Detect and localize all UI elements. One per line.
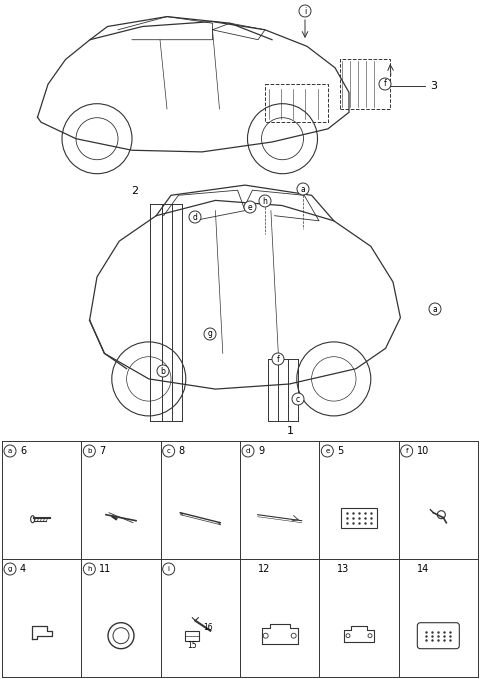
Text: 13: 13 xyxy=(337,564,349,574)
Text: e: e xyxy=(248,202,252,211)
Bar xyxy=(185,631,199,641)
Circle shape xyxy=(321,445,333,457)
Circle shape xyxy=(272,353,284,365)
Text: b: b xyxy=(161,367,166,375)
Text: i: i xyxy=(304,7,306,16)
Circle shape xyxy=(401,445,413,457)
Bar xyxy=(341,508,377,528)
Text: 4: 4 xyxy=(20,564,26,574)
Text: 12: 12 xyxy=(258,564,270,574)
Text: 6: 6 xyxy=(20,446,26,456)
Text: d: d xyxy=(192,213,197,221)
Text: 8: 8 xyxy=(179,446,185,456)
Circle shape xyxy=(189,211,201,223)
Circle shape xyxy=(163,563,175,575)
Text: c: c xyxy=(296,394,300,403)
Circle shape xyxy=(157,365,169,377)
Text: 10: 10 xyxy=(417,446,429,456)
Text: d: d xyxy=(246,448,250,454)
Text: f: f xyxy=(384,79,386,88)
Text: e: e xyxy=(325,448,329,454)
Text: 2: 2 xyxy=(132,186,139,196)
Circle shape xyxy=(292,393,304,405)
Circle shape xyxy=(299,5,311,17)
Circle shape xyxy=(163,445,175,457)
Bar xyxy=(340,59,390,109)
Text: a: a xyxy=(300,185,305,194)
Text: c: c xyxy=(167,448,170,454)
Circle shape xyxy=(84,563,96,575)
Circle shape xyxy=(84,445,96,457)
Text: 15: 15 xyxy=(188,641,197,650)
Text: i: i xyxy=(168,566,169,572)
Text: 11: 11 xyxy=(99,564,111,574)
Circle shape xyxy=(297,183,309,195)
Text: 9: 9 xyxy=(258,446,264,456)
Text: 3: 3 xyxy=(430,81,437,91)
Text: f: f xyxy=(406,448,408,454)
Circle shape xyxy=(242,445,254,457)
Text: 7: 7 xyxy=(99,446,106,456)
Text: g: g xyxy=(8,566,12,572)
Text: 16: 16 xyxy=(204,623,213,632)
Circle shape xyxy=(4,445,16,457)
Text: g: g xyxy=(207,329,213,339)
Text: h: h xyxy=(87,566,92,572)
Circle shape xyxy=(259,195,271,207)
Text: a: a xyxy=(8,448,12,454)
Text: 14: 14 xyxy=(417,564,429,574)
Circle shape xyxy=(244,201,256,213)
Circle shape xyxy=(4,563,16,575)
Circle shape xyxy=(379,78,391,90)
Text: a: a xyxy=(432,304,437,314)
Text: h: h xyxy=(263,196,267,206)
Circle shape xyxy=(204,328,216,340)
Text: 1: 1 xyxy=(287,426,293,436)
Text: f: f xyxy=(276,354,279,363)
Circle shape xyxy=(429,303,441,315)
Text: b: b xyxy=(87,448,92,454)
Text: 5: 5 xyxy=(337,446,344,456)
